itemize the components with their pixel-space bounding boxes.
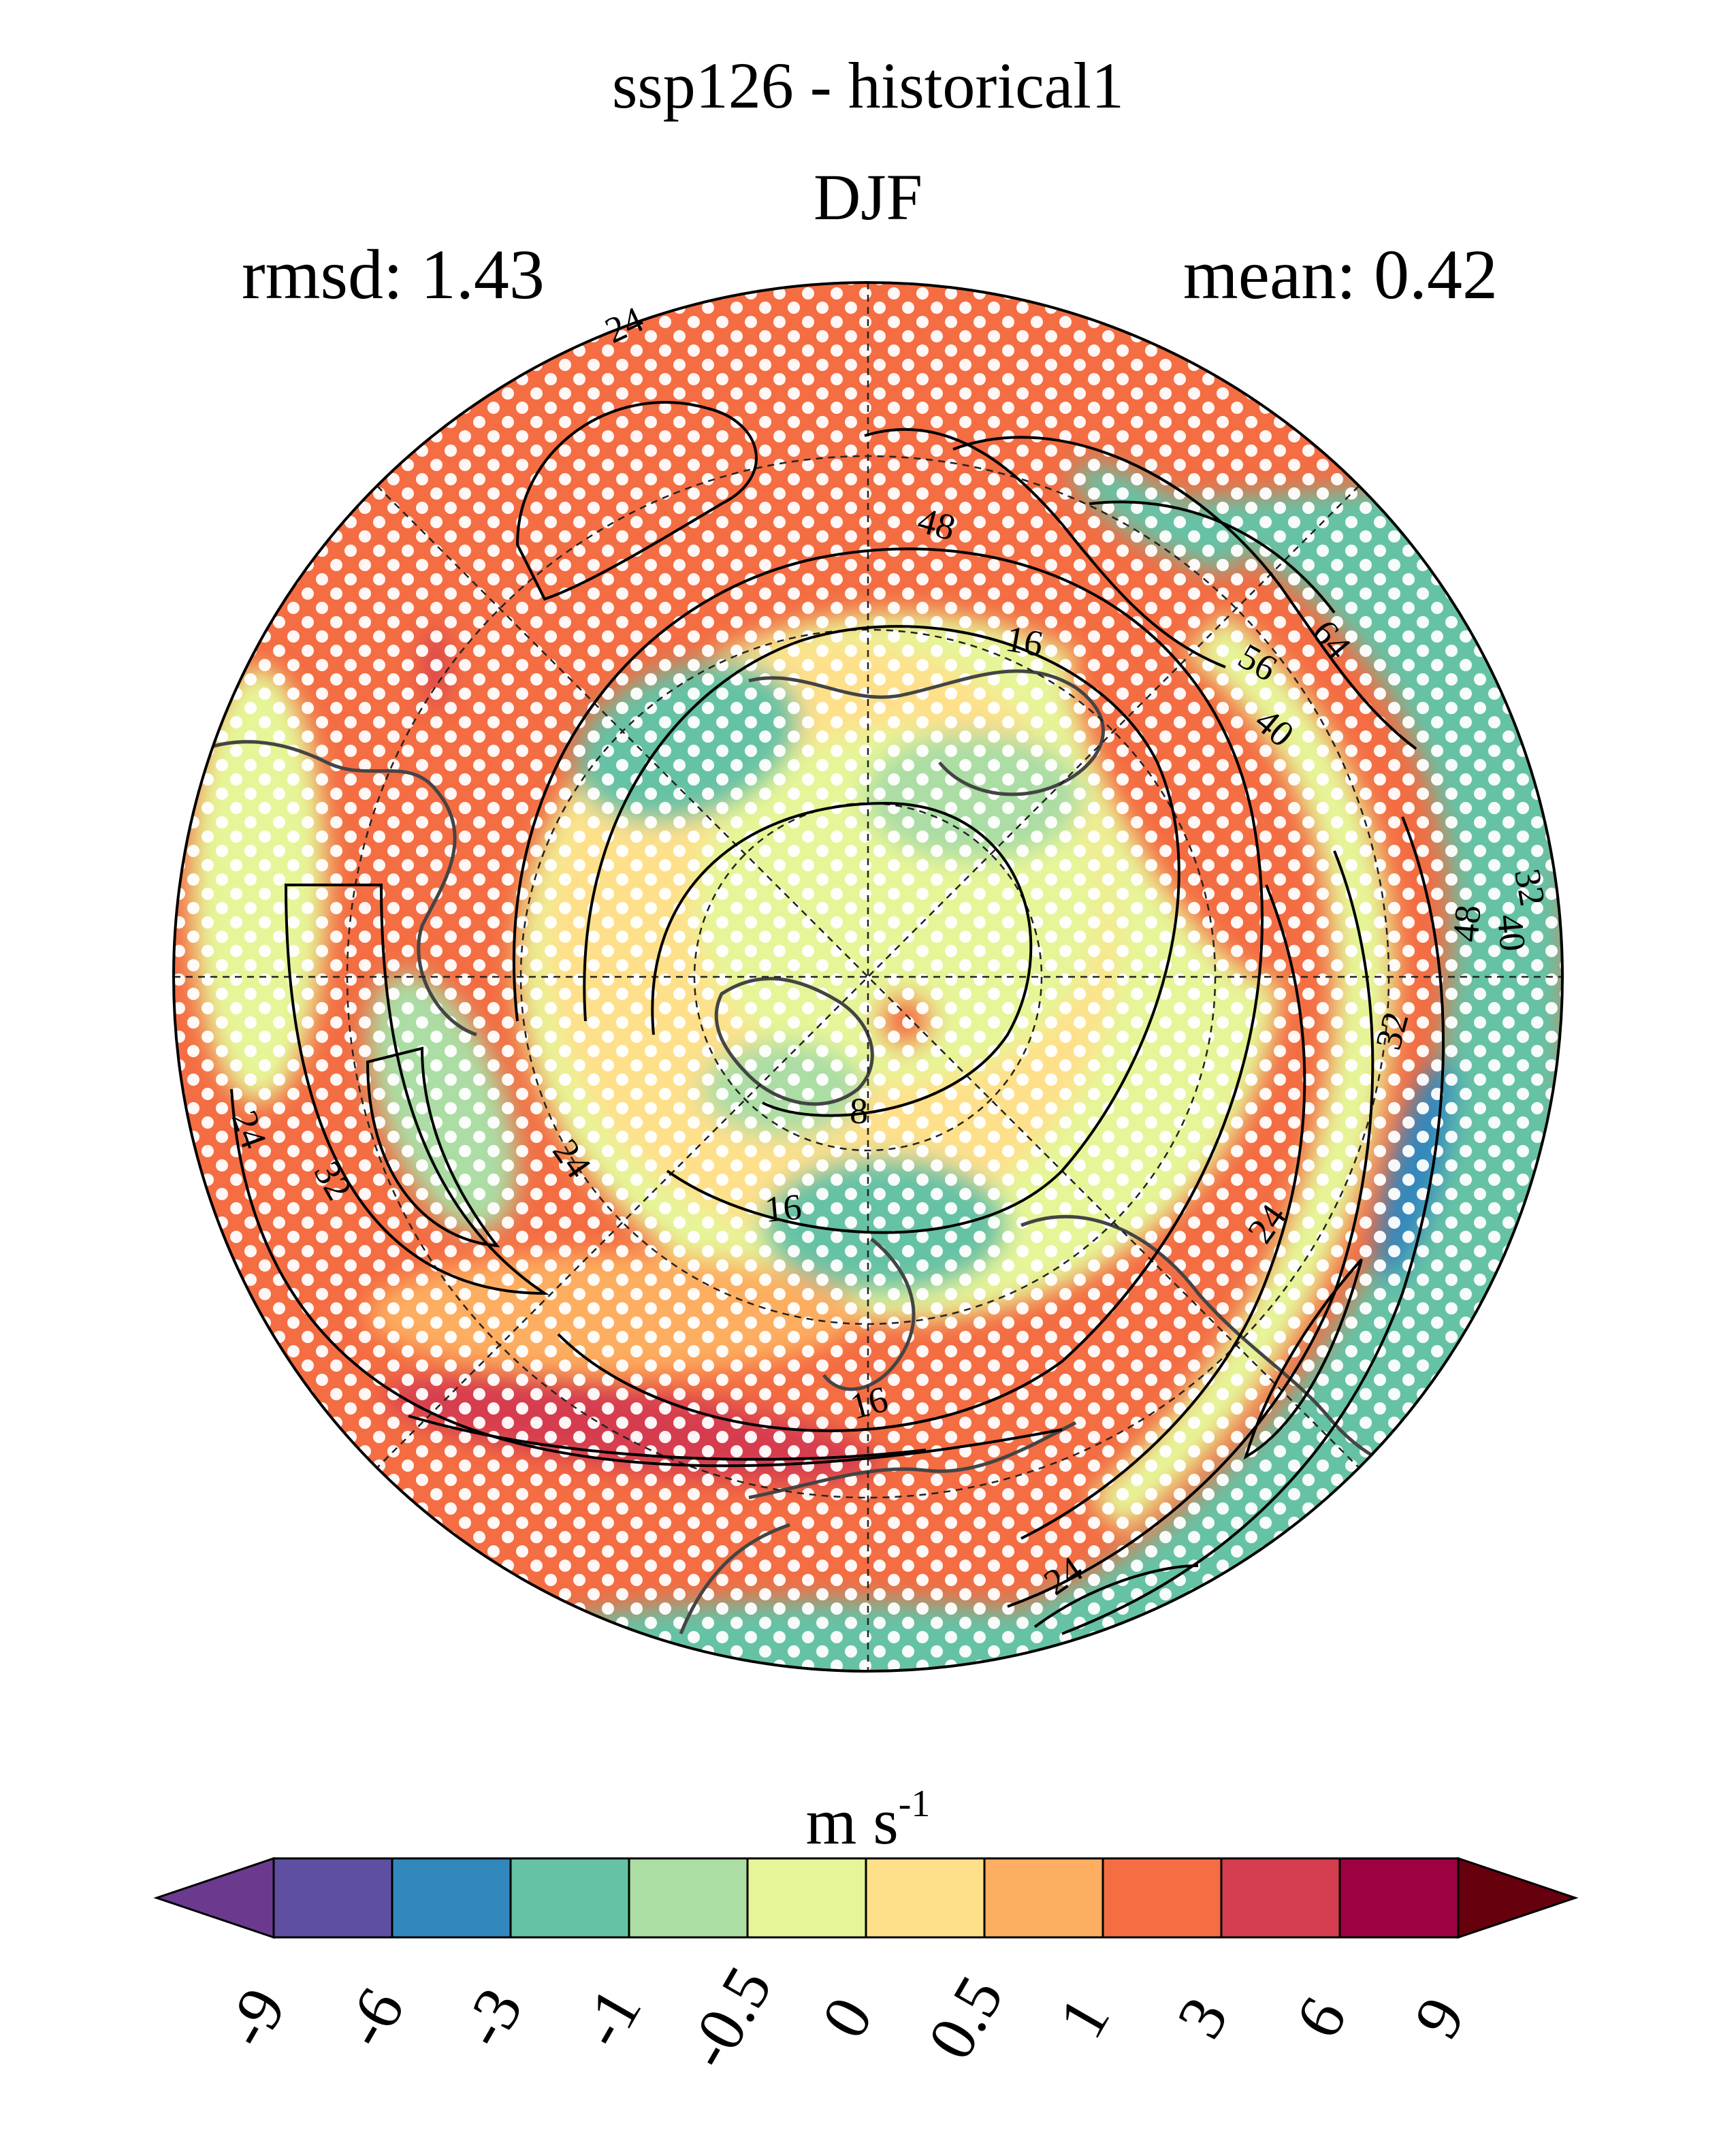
contour-label: 32 bbox=[1507, 866, 1553, 909]
polar-map: 24 48 16 56 64 40 32 40 48 32 8 16 24 24… bbox=[172, 281, 1564, 1673]
contour-label: 48 bbox=[1445, 903, 1488, 943]
colorbar: -9 -6 -3 -1 -0.5 0 0.5 1 3 6 9 bbox=[153, 1856, 1579, 2080]
colorbar-box bbox=[983, 1857, 1104, 1939]
colorbar-tick-label: -1 bbox=[565, 1975, 656, 2059]
mean-label: mean: 0.42 bbox=[1183, 236, 1498, 314]
colorbar-box bbox=[509, 1857, 630, 1939]
contour-label: 16 bbox=[763, 1186, 803, 1229]
contour-label: 8 bbox=[850, 1091, 868, 1131]
colorbar-over-triangle bbox=[1457, 1856, 1579, 1939]
colorbar-tick-label: 0 bbox=[807, 1985, 887, 2050]
colorbar-tick-label: 1 bbox=[1044, 1985, 1124, 2050]
colorbar-tick-label: -3 bbox=[447, 1975, 537, 2059]
colorbar-tick-label: 3 bbox=[1163, 1985, 1242, 2050]
graticule bbox=[174, 283, 1562, 1671]
colorbar-tick-label: 0.5 bbox=[914, 1964, 1018, 2071]
season-label: DJF bbox=[813, 161, 923, 233]
colorbar-box bbox=[1338, 1857, 1460, 1939]
colorbar-tick-label: -6 bbox=[328, 1975, 419, 2059]
colorbar-box bbox=[746, 1857, 867, 1939]
rmsd-label: rmsd: 1.43 bbox=[242, 236, 545, 314]
colorbar-box bbox=[628, 1857, 749, 1939]
map-border bbox=[172, 281, 1564, 1673]
colorbar-box bbox=[865, 1857, 986, 1939]
colorbar-box bbox=[391, 1857, 512, 1939]
colorbar-units: m s-1 bbox=[805, 1783, 931, 1858]
contour-label: 40 bbox=[1490, 913, 1533, 953]
map-field bbox=[174, 283, 1562, 1671]
colorbar-tick-label: -0.5 bbox=[671, 1954, 786, 2080]
map-title: ssp126 - historical1 bbox=[612, 49, 1124, 122]
colorbar-tick-label: 9 bbox=[1400, 1985, 1479, 2050]
wind-contours bbox=[230, 401, 1445, 1635]
colorbar-tick-label: 6 bbox=[1281, 1985, 1361, 2050]
colorbar-box bbox=[1220, 1857, 1341, 1939]
contour-label: 16 bbox=[1003, 618, 1046, 664]
colorbar-box bbox=[272, 1857, 393, 1939]
colorbar-box bbox=[1102, 1857, 1223, 1939]
colorbar-tick-label: -9 bbox=[210, 1975, 300, 2059]
colorbar-under-triangle bbox=[153, 1856, 275, 1939]
